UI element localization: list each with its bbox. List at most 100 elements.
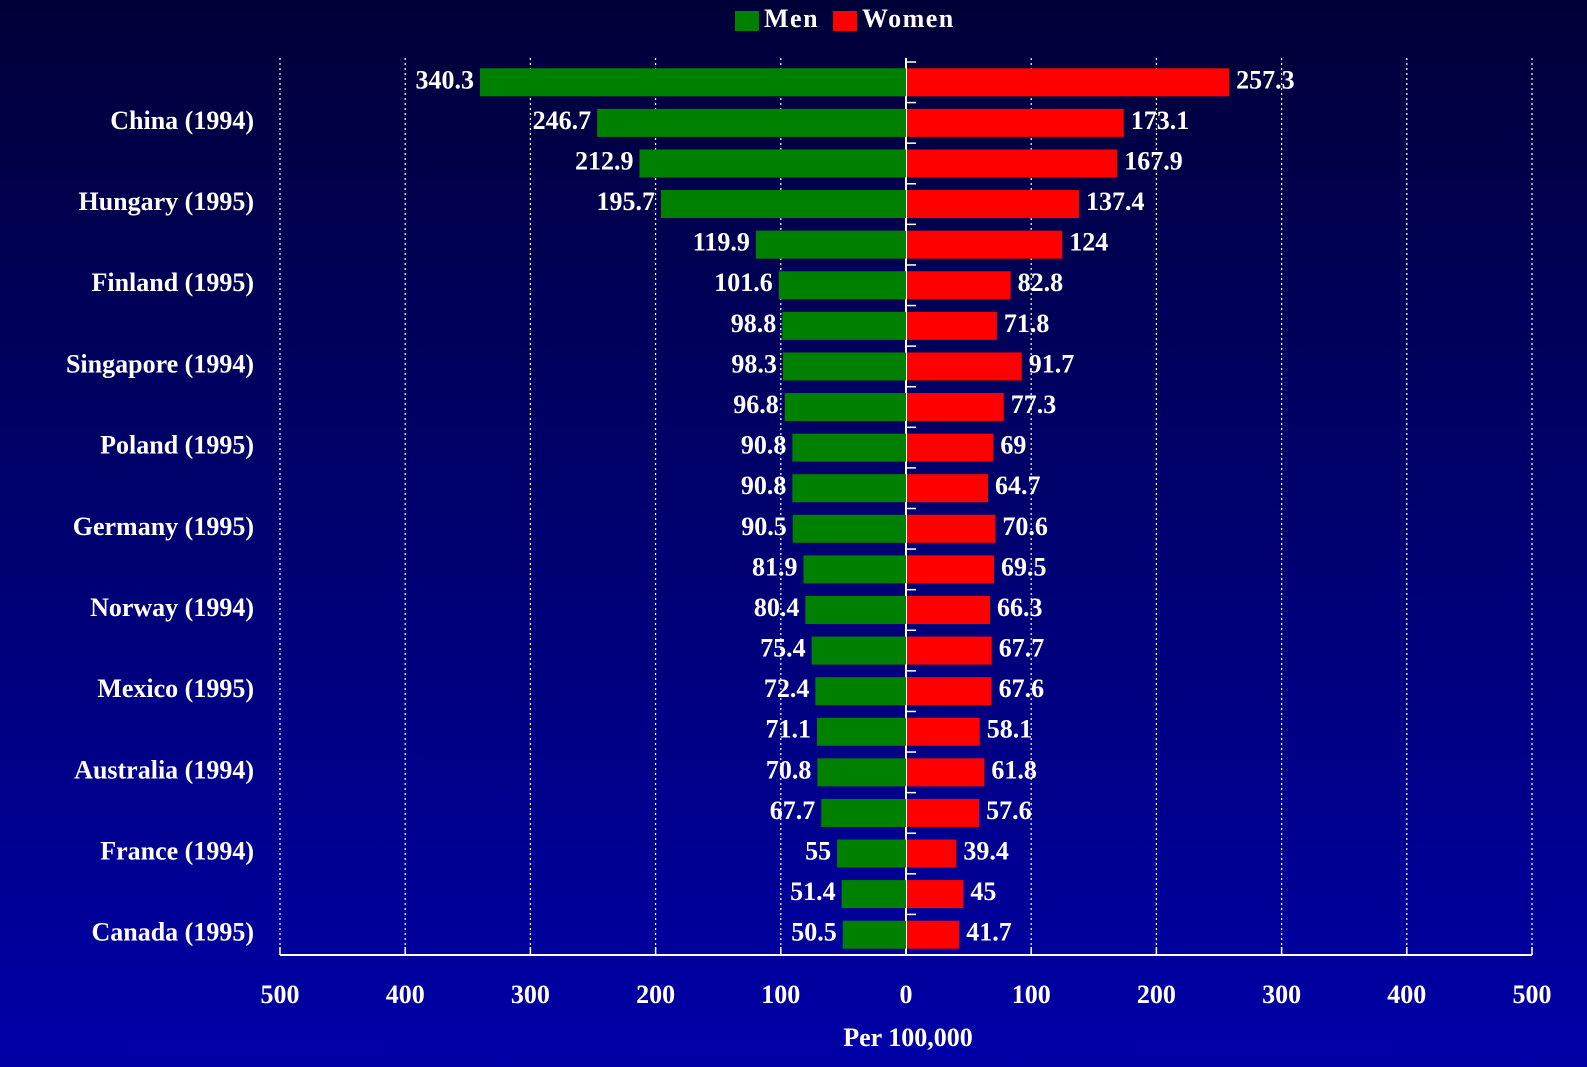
category-label: Australia (1994) [74, 755, 254, 784]
value-label: 96.8 [733, 390, 779, 419]
category-label: Hungary (1995) [79, 187, 255, 216]
value-label: 39.4 [963, 836, 1009, 865]
value-label: 69 [1000, 431, 1026, 460]
bar [907, 68, 1230, 97]
x-tick-label: 400 [386, 980, 425, 1009]
x-axis-label: Per 100,000 [843, 1023, 973, 1052]
bar [841, 880, 906, 909]
bar [907, 717, 980, 746]
bar [815, 677, 906, 706]
bar [816, 717, 906, 746]
value-label: 66.3 [997, 593, 1042, 622]
bar [907, 108, 1124, 137]
bar [907, 636, 992, 665]
bar [778, 271, 906, 300]
bar [907, 190, 1080, 219]
value-label: 72.4 [764, 674, 810, 703]
bar [907, 474, 989, 503]
bar [907, 677, 992, 706]
bar [792, 474, 906, 503]
bar [821, 798, 906, 827]
x-tick-label: 100 [1012, 980, 1051, 1009]
legend-swatch [833, 11, 858, 31]
value-label: 212.9 [575, 146, 634, 175]
bar [792, 514, 906, 543]
value-label: 80.4 [754, 593, 800, 622]
value-label: 91.7 [1029, 349, 1075, 378]
value-label: 70.6 [1002, 512, 1047, 541]
category-label: Norway (1994) [90, 593, 254, 622]
bar [907, 798, 980, 827]
category-label: Poland (1995) [100, 431, 254, 460]
bar [907, 352, 1022, 381]
bar [811, 636, 906, 665]
bar [907, 880, 964, 909]
value-label: 41.7 [966, 918, 1012, 947]
value-label: 57.6 [986, 796, 1032, 825]
x-tick-label: 500 [261, 980, 300, 1009]
value-label: 173.1 [1131, 106, 1190, 135]
value-label: 67.7 [770, 796, 816, 825]
value-label: 82.8 [1018, 268, 1063, 297]
value-label: 45 [970, 877, 996, 906]
bar [907, 555, 995, 584]
value-label: 75.4 [760, 634, 806, 663]
value-label: 119.9 [693, 228, 750, 257]
bar [907, 230, 1063, 259]
value-label: 67.6 [999, 674, 1045, 703]
value-label: 70.8 [766, 755, 812, 784]
x-tick-label: 200 [636, 980, 675, 1009]
value-label: 90.5 [741, 512, 787, 541]
bar [784, 393, 906, 422]
bar [907, 393, 1004, 422]
value-label: 340.3 [415, 65, 474, 94]
bar [837, 839, 906, 868]
bar [755, 230, 906, 259]
category-label: Germany (1995) [73, 512, 254, 541]
bar [907, 920, 960, 949]
value-label: 67.7 [999, 634, 1045, 663]
value-label: 257.3 [1236, 65, 1295, 94]
bar [817, 758, 906, 787]
value-label: 77.3 [1011, 390, 1056, 419]
bar [907, 433, 994, 462]
value-label: 195.7 [596, 187, 655, 216]
bar [792, 433, 906, 462]
x-tick-label: 500 [1513, 980, 1552, 1009]
bar [782, 311, 906, 340]
legend-swatch [735, 11, 759, 31]
bar [907, 595, 991, 624]
value-label: 98.8 [731, 309, 777, 338]
value-label: 64.7 [995, 471, 1041, 500]
bar [660, 190, 906, 219]
x-tick-label: 100 [761, 980, 800, 1009]
value-label: 71.8 [1004, 309, 1049, 338]
bar [907, 311, 997, 340]
category-label: Mexico (1995) [97, 674, 254, 703]
bar [803, 555, 906, 584]
legend-label: Women [862, 4, 955, 33]
bar [907, 149, 1118, 178]
bar [479, 68, 906, 97]
bar [907, 839, 957, 868]
value-label: 61.8 [991, 755, 1036, 784]
x-tick-label: 300 [511, 980, 550, 1009]
x-tick-label: 400 [1387, 980, 1426, 1009]
value-label: 71.1 [765, 715, 811, 744]
bar [805, 595, 906, 624]
category-label: Finland (1995) [91, 268, 254, 297]
value-label: 90.8 [741, 431, 787, 460]
x-tick-label: 200 [1137, 980, 1176, 1009]
bar [907, 271, 1011, 300]
category-label: Singapore (1994) [66, 349, 254, 378]
value-label: 167.9 [1124, 146, 1183, 175]
bar [639, 149, 906, 178]
bar [907, 758, 985, 787]
value-label: 58.1 [987, 715, 1033, 744]
value-label: 55 [805, 836, 831, 865]
x-tick-label: 300 [1262, 980, 1301, 1009]
bar [907, 514, 996, 543]
value-label: 246.7 [533, 106, 592, 135]
